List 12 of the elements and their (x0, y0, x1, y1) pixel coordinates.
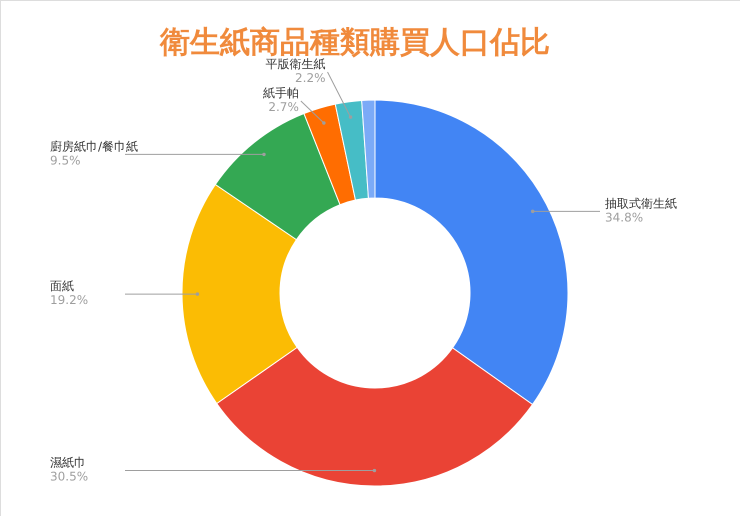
slice-label: 平版衛生紙 (266, 56, 326, 71)
data-label: 34.8% (605, 210, 644, 224)
data-label: 19.2% (50, 293, 88, 308)
slice-label: 面紙 (50, 279, 74, 294)
slice-label: 抽取式衛生紙 (605, 196, 677, 210)
slice-label: 紙手帕 (262, 86, 299, 100)
data-label: 30.5% (50, 470, 88, 484)
data-label: 2.2% (295, 70, 326, 85)
slice-label: 濕紙巾 (50, 456, 86, 470)
data-label: 9.5% (50, 153, 80, 168)
slice-label: 廚房紙巾/餐巾紙 (50, 139, 138, 154)
data-label: 2.7% (268, 100, 299, 114)
